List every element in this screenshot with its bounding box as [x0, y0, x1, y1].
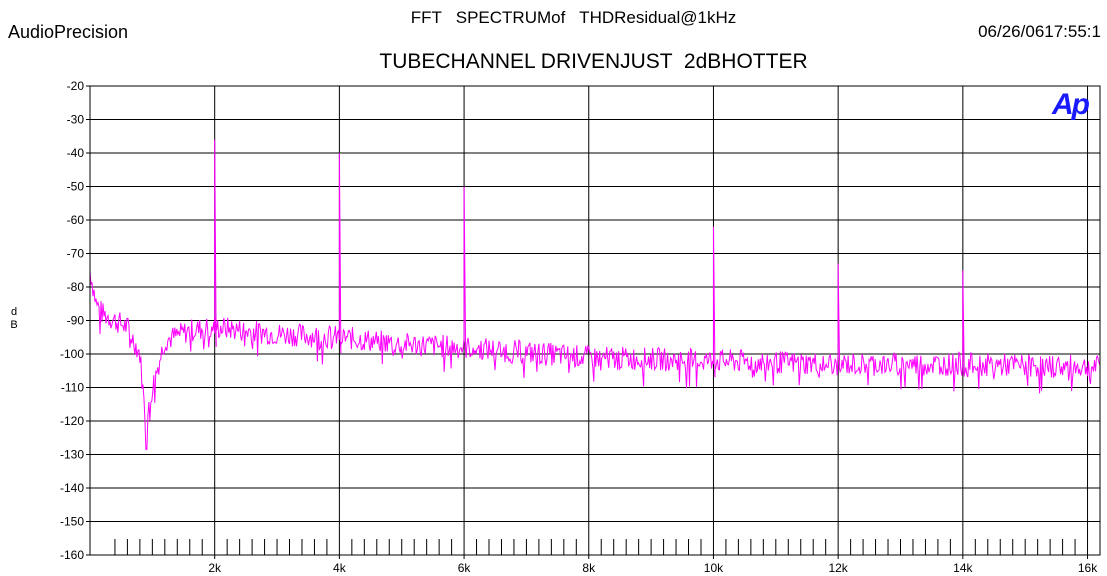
x-tick-label: 4k: [333, 561, 347, 575]
chart-title: FFT SPECTRUMof THDResidual@1kHz: [410, 8, 737, 27]
x-tick-label: 8k: [582, 561, 596, 575]
x-tick-label: 2k: [208, 561, 222, 575]
timestamp: 06/26/0617:55:1: [978, 22, 1101, 41]
y-tick-label: -90: [67, 314, 85, 328]
y-tick-label: -110: [61, 381, 84, 395]
plot-frame: [89, 85, 1101, 556]
ap-logo: Ap: [1052, 88, 1090, 121]
x-tick-label: 12k: [828, 561, 848, 575]
minor-ticks: [114, 539, 1076, 555]
x-tick-labels: 2k 4k 6k 8k 10k 12k 14k 16k: [208, 561, 1098, 575]
y-tick-label: -50: [67, 180, 85, 194]
spectrum-trace: [89, 139, 1100, 450]
y-tick-label: -120: [60, 414, 84, 428]
y-tick-label: -80: [67, 280, 85, 294]
x-tick-label: 14k: [953, 561, 973, 575]
y-tick-label: -20: [67, 79, 85, 93]
y-tick-label: -30: [67, 113, 85, 127]
chart-subtitle: TUBECHANNEL DRIVENJUST 2dBHOTTER: [379, 50, 808, 73]
y-tick-label: -130: [60, 448, 84, 462]
x-tick-label: 10k: [704, 561, 724, 575]
y-tick-labels: -20 -30 -40 -50 -60 -70 -80 -90 -100 -110 -120 -130…: [60, 79, 84, 562]
y-tick-label: -70: [67, 247, 85, 261]
brand-label: AudioPrecision: [8, 22, 129, 42]
y-tick-label: -160: [60, 548, 84, 562]
y-tick-label: -150: [60, 515, 84, 529]
x-tick-label: 16k: [1078, 561, 1098, 575]
y-tick-label: -40: [67, 146, 85, 160]
y-tick-label: -140: [60, 481, 84, 495]
grid: [86, 85, 1100, 559]
y-tick-label: -60: [67, 213, 85, 227]
y-tick-label: -100: [60, 347, 84, 361]
x-tick-label: 6k: [458, 561, 472, 575]
